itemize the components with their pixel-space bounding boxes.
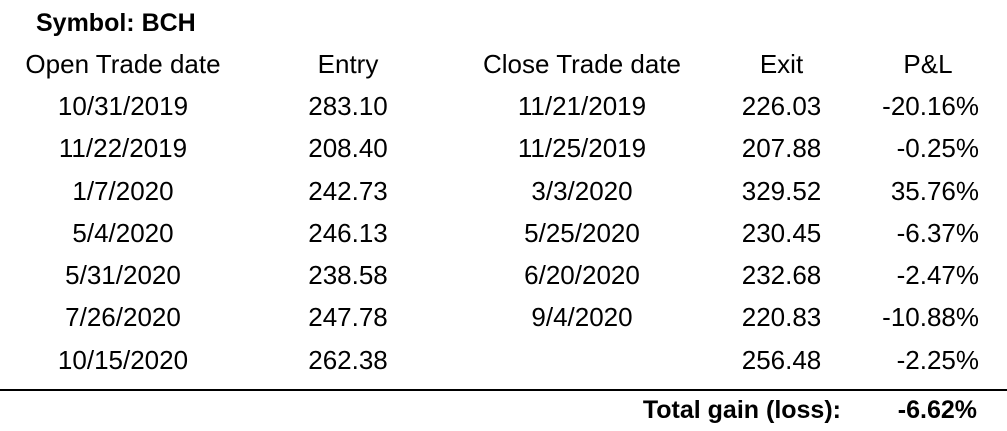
exit-cell: 232.68 — [741, 260, 822, 291]
entry-cell: 262.38 — [308, 344, 388, 375]
close-date-cell: 11/25/2019 — [517, 133, 647, 164]
close-date-cell: 6/20/2020 — [524, 260, 640, 291]
pnl-cell: -20.16% — [882, 90, 979, 121]
entry-cell: 246.13 — [308, 217, 388, 248]
close-date-cell: 5/25/2020 — [524, 217, 640, 248]
column-header-exit: Exit — [759, 48, 804, 79]
entry-cell: 247.78 — [308, 302, 388, 333]
pnl-cell: 35.76% — [890, 175, 979, 206]
open-date-cell: 5/31/2020 — [65, 260, 181, 291]
entry-cell: 238.58 — [308, 260, 388, 291]
open-date-cell: 10/15/2020 — [57, 344, 189, 375]
close-date-cell — [450, 339, 714, 381]
exit-cell: 230.45 — [741, 217, 822, 248]
total-label: Total gain (loss): — [642, 396, 841, 424]
table-row: 5/4/2020 246.13 5/25/2020 230.45 -6.37% — [0, 212, 1007, 254]
open-date-cell: 10/31/2019 — [57, 90, 189, 121]
exit-cell: 207.88 — [741, 133, 822, 164]
exit-cell: 256.48 — [741, 344, 822, 375]
column-header-pnl: P&L — [903, 48, 953, 79]
pnl-cell: -6.37% — [896, 217, 979, 248]
exit-cell: 226.03 — [741, 90, 822, 121]
open-date-cell: 1/7/2020 — [72, 175, 174, 206]
entry-cell: 208.40 — [308, 133, 388, 164]
column-header-entry: Entry — [317, 48, 379, 79]
table-row: 5/31/2020 238.58 6/20/2020 232.68 -2.47% — [0, 254, 1007, 296]
entry-cell: 242.73 — [308, 175, 388, 206]
entry-cell: 283.10 — [308, 90, 388, 121]
pnl-cell: -2.47% — [896, 260, 979, 291]
pnl-cell: -0.25% — [896, 133, 979, 164]
column-header-close-date: Close Trade date — [482, 48, 681, 79]
close-date-cell: 9/4/2020 — [531, 302, 633, 333]
total-value: -6.62% — [897, 396, 977, 424]
trades-table: Open Trade date Entry Close Trade date E… — [0, 43, 1007, 381]
exit-cell: 220.83 — [741, 302, 822, 333]
header-row: Open Trade date Entry Close Trade date E… — [0, 43, 1007, 85]
close-date-cell: 11/21/2019 — [517, 90, 647, 121]
table-row: 1/7/2020 242.73 3/3/2020 329.52 35.76% — [0, 170, 1007, 212]
column-header-open-date: Open Trade date — [25, 48, 221, 79]
close-date-cell: 3/3/2020 — [531, 175, 633, 206]
table-row: 11/22/2019 208.40 11/25/2019 207.88 -0.2… — [0, 128, 1007, 170]
pnl-cell: -10.88% — [882, 302, 979, 333]
exit-cell: 329.52 — [741, 175, 822, 206]
sheet-title: Symbol: BCH — [36, 9, 196, 37]
open-date-cell: 7/26/2020 — [65, 302, 181, 333]
table-row: 10/15/2020 262.38 256.48 -2.25% — [0, 339, 1007, 381]
open-date-cell: 5/4/2020 — [72, 217, 174, 248]
table-row: 10/31/2019 283.10 11/21/2019 226.03 -20.… — [0, 85, 1007, 127]
table-row: 7/26/2020 247.78 9/4/2020 220.83 -10.88% — [0, 297, 1007, 339]
pnl-cell: -2.25% — [896, 344, 979, 375]
total-divider — [0, 389, 1007, 391]
open-date-cell: 11/22/2019 — [58, 133, 188, 164]
